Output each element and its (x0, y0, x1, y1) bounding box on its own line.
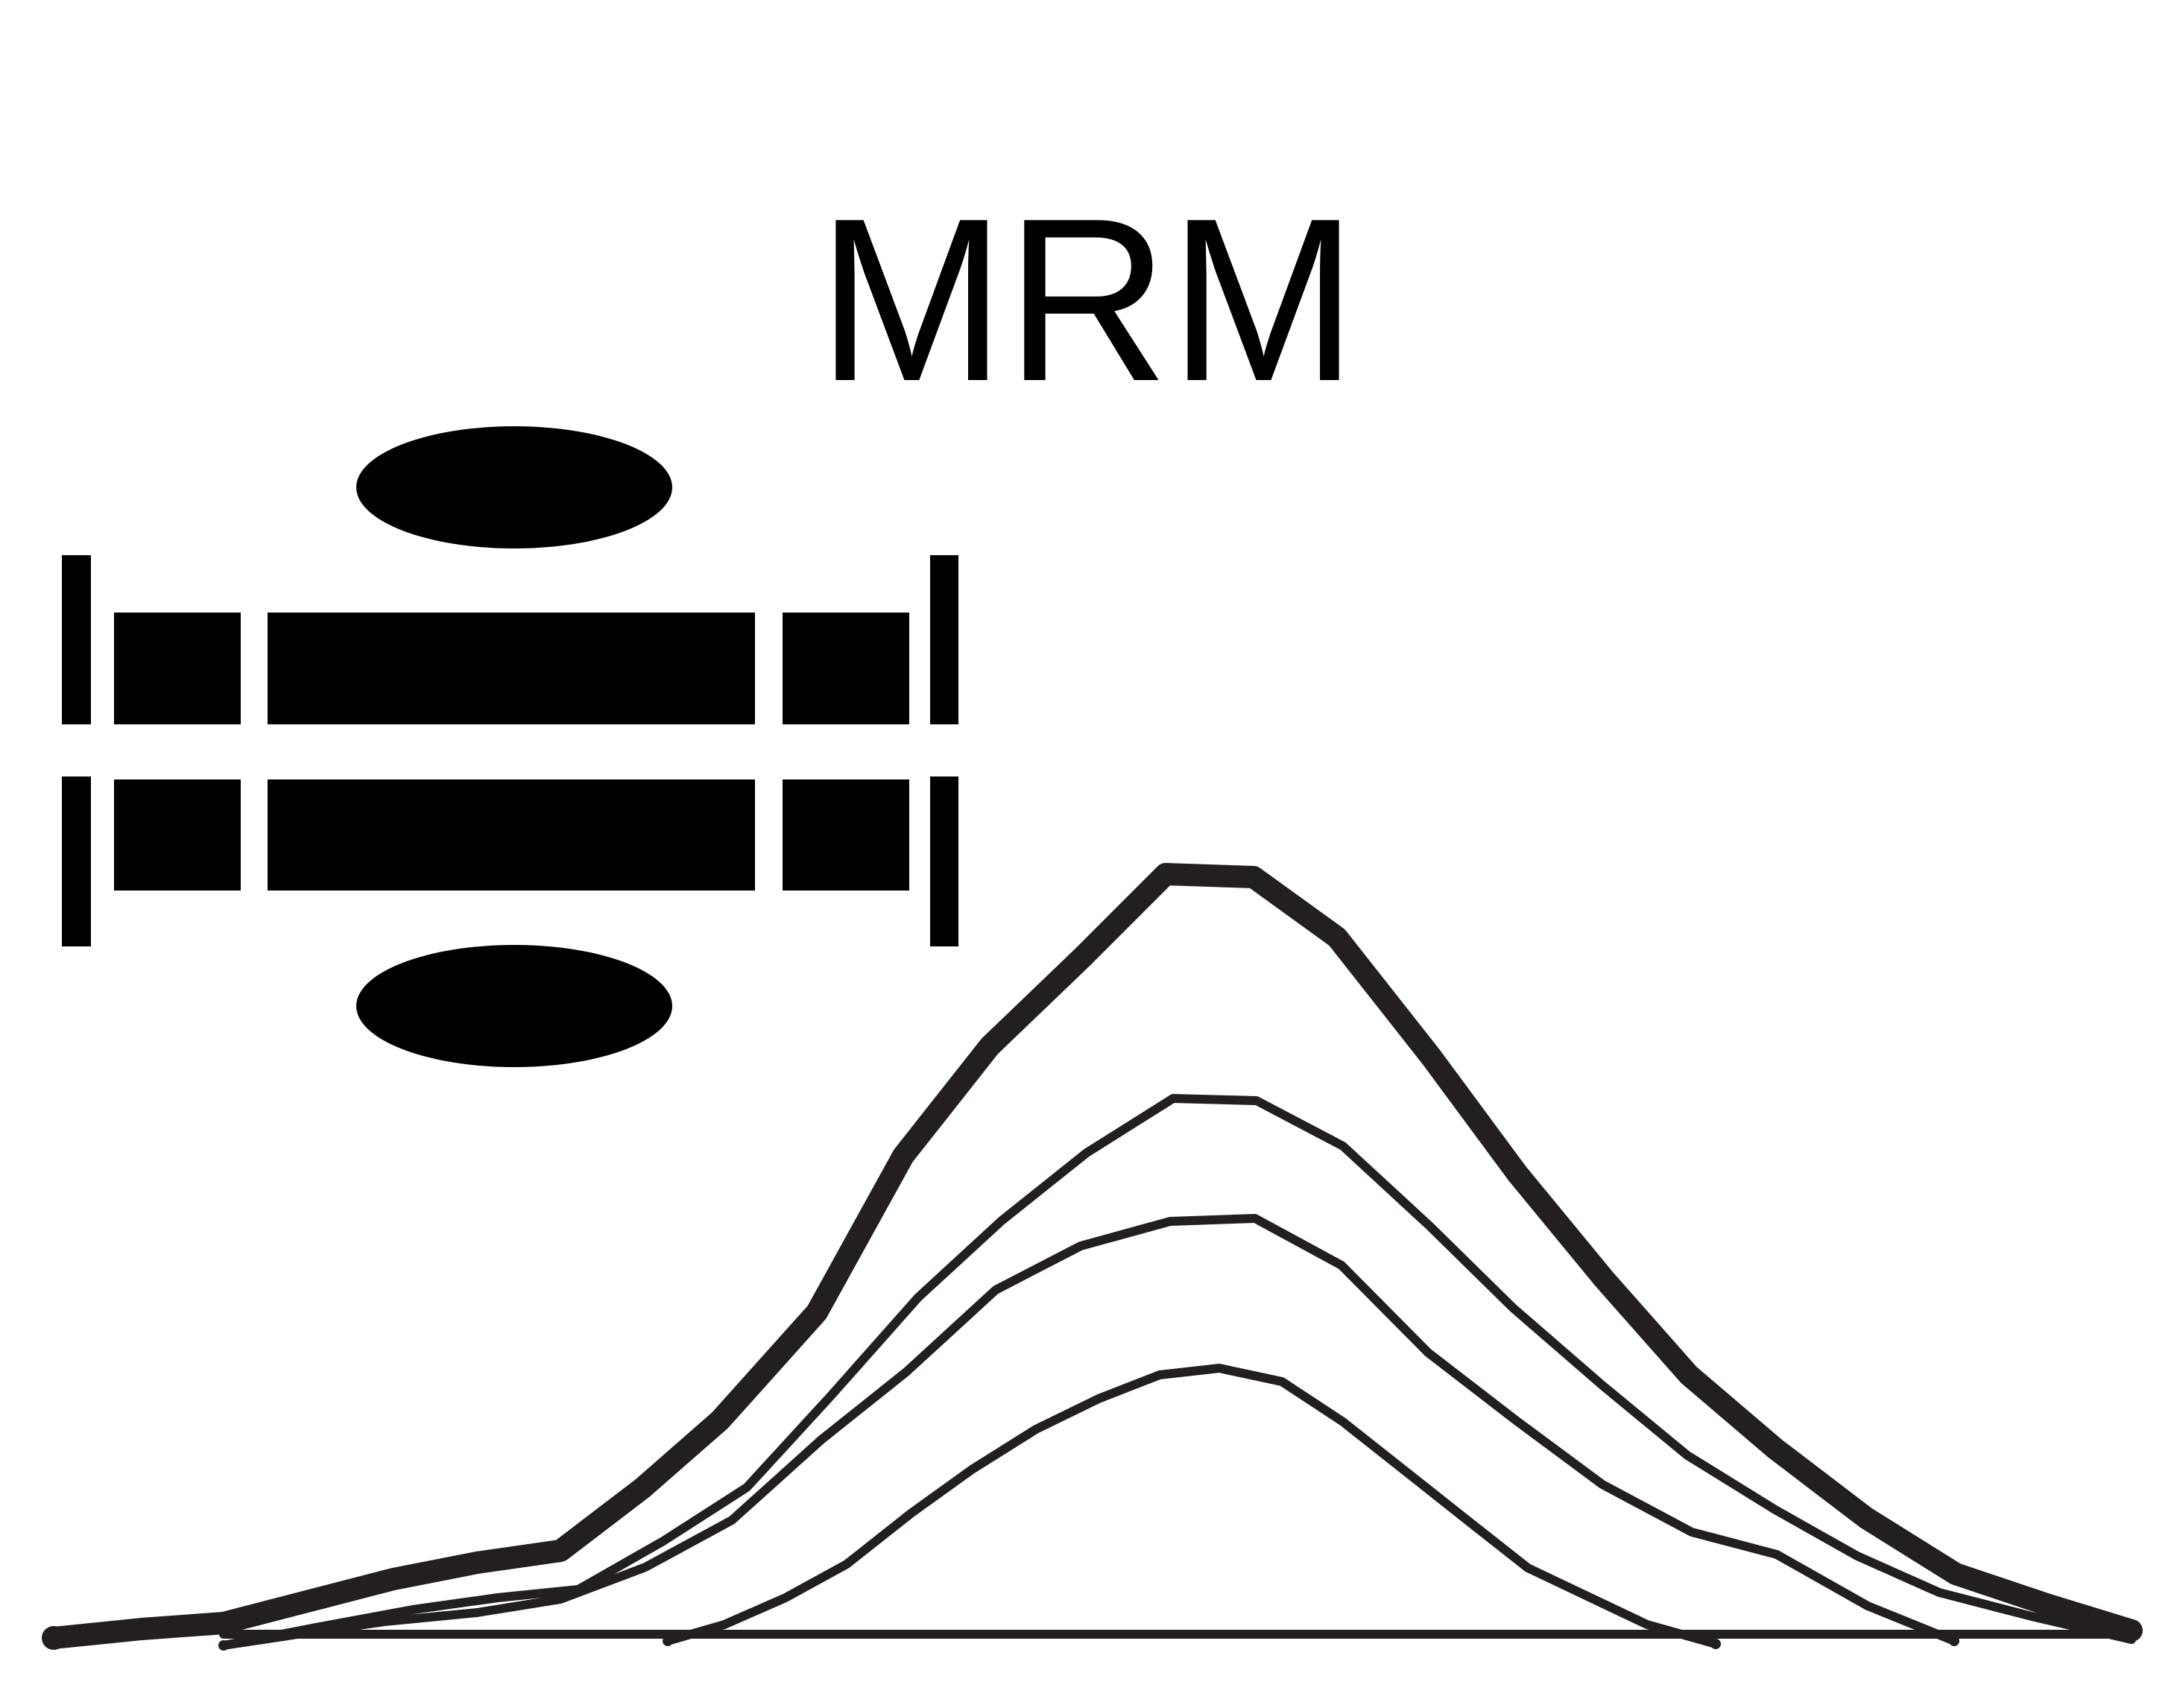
upper-left-end-plate (62, 555, 91, 724)
lower-ion-ellipse (356, 945, 672, 1067)
diagram-title: MRM (818, 171, 1358, 430)
upper-center-rod (268, 613, 755, 724)
lower-left-rod-segment (114, 779, 241, 891)
upper-left-rod-segment (114, 613, 241, 724)
chromatogram (42, 863, 2143, 1650)
trace-2-start-dot (218, 1640, 229, 1651)
peak-trace-2 (219, 1094, 2136, 1650)
upper-right-rod-segment (783, 613, 909, 724)
peak-trace-4 (663, 1364, 1720, 1648)
lower-right-rod-segment (783, 779, 909, 891)
quadrupole-schematic (62, 426, 958, 1067)
upper-ion-ellipse (356, 426, 672, 548)
trace-4-end-dot (1710, 1639, 1721, 1649)
trace-1-start-dot (42, 1626, 66, 1650)
upper-right-end-plate (930, 555, 958, 724)
trace-3-end-dot (1949, 1636, 1959, 1646)
lower-center-rod (268, 779, 755, 891)
trace-1-end-dot (2122, 1621, 2141, 1640)
trace-endpoint-dots (42, 1621, 2141, 1651)
lower-left-end-plate (62, 776, 91, 946)
peak-trace-1 (42, 863, 2143, 1649)
trace-4-start-dot (663, 1636, 673, 1646)
peak-trace-3 (219, 1214, 1959, 1650)
lower-right-end-plate (930, 776, 958, 946)
